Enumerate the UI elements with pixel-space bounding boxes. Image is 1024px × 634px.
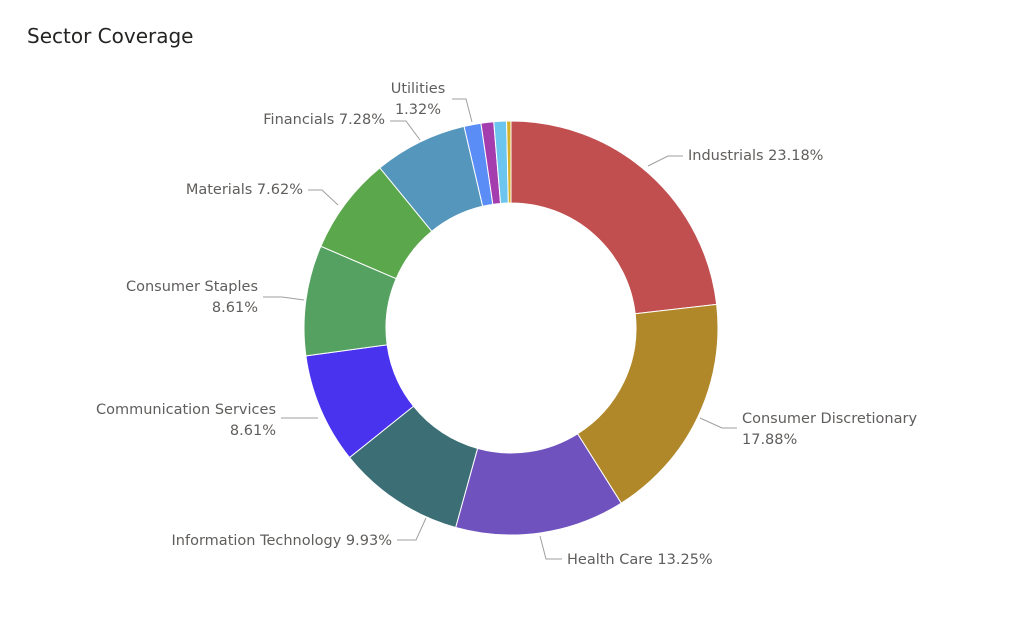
label-consumer-staples: Consumer Staples 8.61% <box>125 279 258 316</box>
label-materials: Materials 7.62% <box>185 182 303 198</box>
chart-title: Sector Coverage <box>27 24 194 48</box>
leader-line-consumer-discretionary <box>699 417 737 429</box>
leader-line-industrials <box>647 155 683 167</box>
label-communication-services: Communication Services 8.61% <box>95 402 276 439</box>
slice-industrials[interactable] <box>510 120 718 315</box>
leader-line-utilities <box>452 98 473 123</box>
leader-line-health-care <box>539 535 562 560</box>
label-consumer-discretionary: Consumer Discretionary 17.88% <box>742 411 918 448</box>
label-utilities: Utilities 1.32% <box>390 81 446 118</box>
label-health-care: Health Care 13.25% <box>567 552 713 568</box>
leader-line-information-technology <box>397 517 427 541</box>
leader-line-materials <box>308 189 339 206</box>
label-financials: Financials 7.28% <box>263 112 385 128</box>
leader-line-financials <box>390 120 421 141</box>
slice-unlabeled-11[interactable] <box>506 120 512 204</box>
label-industrials: Industrials 23.18% <box>688 148 824 164</box>
label-information-technology: Information Technology 9.93% <box>171 533 392 549</box>
leader-line-consumer-staples <box>263 296 305 301</box>
